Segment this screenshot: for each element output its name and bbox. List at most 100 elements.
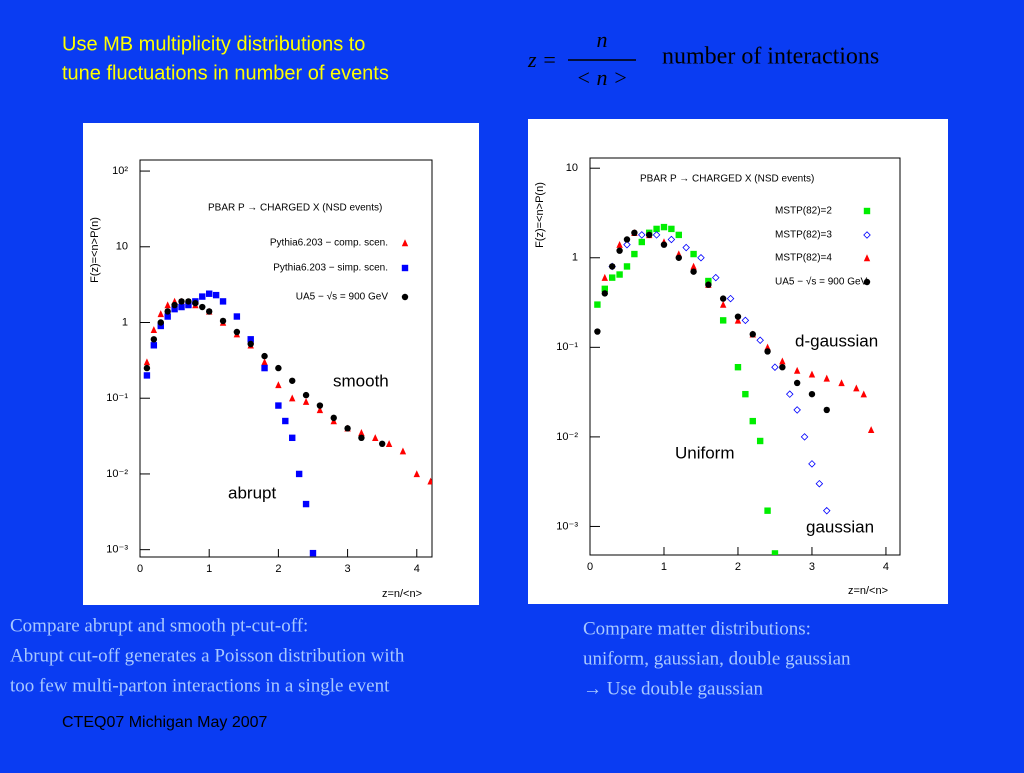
marker — [853, 384, 860, 392]
formula-text: number of interactions — [662, 44, 879, 70]
marker — [616, 271, 623, 278]
y-tick-label: 10⁻¹ — [106, 392, 128, 404]
marker — [771, 363, 779, 371]
marker — [427, 477, 432, 485]
marker — [157, 319, 164, 326]
legend-label: MSTP(82)=3 — [775, 230, 832, 241]
chart-title: PBAR P → CHARGED X (NSD events) — [208, 203, 382, 214]
marker — [275, 381, 282, 389]
marker — [289, 394, 296, 402]
x-tick-label: 3 — [809, 561, 815, 573]
marker — [608, 263, 616, 270]
marker — [399, 447, 407, 455]
marker — [275, 364, 282, 372]
marker — [631, 250, 638, 258]
legend-label: MSTP(82)=2 — [775, 206, 832, 217]
legend-marker — [863, 207, 871, 215]
marker — [785, 390, 794, 398]
marker — [289, 377, 296, 384]
marker — [601, 285, 608, 293]
marker — [261, 364, 268, 372]
marker — [800, 433, 809, 441]
marker — [808, 370, 816, 378]
marker — [675, 231, 682, 239]
marker — [219, 298, 227, 305]
x-tick-label: 2 — [735, 561, 741, 573]
marker — [178, 298, 185, 305]
marker — [667, 235, 676, 244]
plot-frame — [139, 159, 433, 558]
marker — [164, 313, 171, 320]
marker — [316, 406, 324, 414]
legend-label: UA5 − √s = 900 GeV — [775, 276, 868, 288]
marker — [726, 294, 735, 303]
marker — [616, 240, 623, 248]
marker — [247, 340, 254, 348]
marker — [199, 293, 206, 300]
marker — [247, 336, 254, 343]
marker — [330, 414, 337, 422]
x-tick-label: 4 — [414, 563, 420, 575]
legend-label: UA5 − √s = 900 GeV — [296, 291, 389, 303]
marker — [164, 301, 171, 309]
marker — [171, 301, 178, 309]
marker — [838, 379, 845, 387]
marker — [233, 328, 241, 336]
marker — [150, 336, 158, 343]
marker — [171, 305, 178, 313]
marker — [157, 322, 164, 330]
legend-label: Pythia6.203 − simp. scen. — [273, 263, 388, 274]
marker — [793, 379, 801, 387]
marker — [867, 426, 875, 433]
marker — [690, 262, 697, 270]
chart-panel — [83, 123, 479, 605]
y-tick-label: 1 — [122, 316, 128, 328]
marker — [793, 366, 801, 374]
marker — [623, 263, 631, 270]
y-tick-label: 10⁻² — [106, 468, 128, 480]
marker — [808, 460, 816, 468]
marker — [358, 434, 365, 442]
marker — [358, 429, 365, 436]
legend-marker — [863, 278, 871, 286]
marker — [282, 417, 289, 425]
y-axis-label: F(z)=<n>P(n) — [534, 182, 546, 248]
formula-lhs: z = — [527, 47, 557, 72]
marker — [295, 470, 303, 478]
marker — [594, 301, 601, 308]
legend-marker — [401, 264, 409, 272]
marker — [594, 328, 601, 335]
y-tick-label: 10⁻² — [556, 431, 578, 443]
chart-panel — [528, 119, 948, 604]
y-tick-label: 10⁻³ — [556, 520, 578, 532]
marker — [616, 247, 623, 254]
marker — [638, 231, 646, 239]
y-tick-label: 10 — [116, 241, 128, 253]
marker — [734, 313, 742, 320]
footer: CTEQ07 Michigan May 2007 — [62, 714, 268, 731]
marker — [302, 500, 310, 508]
marker — [233, 313, 241, 320]
marker — [734, 316, 742, 324]
marker — [372, 434, 379, 442]
points — [594, 223, 875, 555]
legend-marker — [401, 293, 409, 301]
annotation: smooth — [333, 371, 389, 390]
marker — [143, 358, 151, 366]
marker — [608, 274, 616, 281]
marker — [302, 391, 310, 399]
marker — [860, 390, 867, 398]
x-tick-label: 0 — [137, 563, 143, 575]
marker — [719, 317, 727, 324]
marker — [668, 225, 675, 233]
marker — [143, 372, 151, 379]
legend-marker — [401, 239, 409, 247]
marker — [822, 506, 831, 515]
marker — [638, 238, 645, 246]
marker — [344, 425, 351, 432]
marker — [742, 390, 749, 398]
x-tick-label: 4 — [883, 561, 889, 573]
marker — [697, 254, 705, 262]
marker — [185, 301, 192, 309]
marker — [157, 310, 164, 318]
